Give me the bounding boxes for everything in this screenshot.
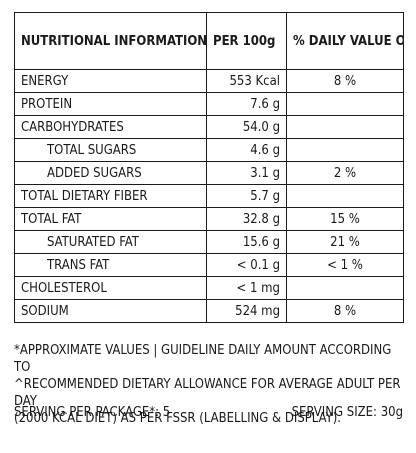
nutrient-daily-value bbox=[286, 184, 404, 208]
nutrient-name: TRANS FAT bbox=[14, 253, 207, 277]
table-row: CHOLESTEROL < 1 mg bbox=[14, 276, 404, 300]
nutrient-per-100g: 54.0 g bbox=[206, 115, 287, 139]
nutrient-daily-value: 8 % bbox=[286, 299, 404, 323]
serving-size: SERVING SIZE: 30g bbox=[291, 405, 403, 420]
footnote-rda: ^RECOMMENDED DIETARY ALLOWANCE FOR AVERA… bbox=[14, 377, 401, 409]
nutrient-daily-value: < 1 % bbox=[286, 253, 404, 277]
nutrient-daily-value bbox=[286, 276, 404, 300]
serving-info: SERVING PER PACKAGE*: 5 SERVING SIZE: 30… bbox=[14, 404, 403, 421]
nutrient-per-100g: 3.1 g bbox=[206, 161, 287, 185]
serving-per-package: SERVING PER PACKAGE*: 5 bbox=[14, 405, 171, 420]
nutrient-per-100g: 4.6 g bbox=[206, 138, 287, 162]
nutrient-per-100g: < 1 mg bbox=[206, 276, 287, 300]
nutrient-name: PROTEIN bbox=[14, 92, 207, 116]
nutrient-per-100g: < 0.1 g bbox=[206, 253, 287, 277]
nutrient-name: SATURATED FAT bbox=[14, 230, 207, 254]
header-nutritional-information: NUTRITIONAL INFORMATION* bbox=[14, 12, 207, 70]
footnote-fssr: (2000 KCAL DIET) AS PER FSSR (LABELLING … bbox=[14, 411, 342, 426]
nutrient-daily-value bbox=[286, 115, 404, 139]
table-header-row: NUTRITIONAL INFORMATION* PER 100g % DAIL… bbox=[14, 12, 404, 70]
table-row: PROTEIN 7.6 g bbox=[14, 92, 404, 116]
table-row: SATURATED FAT 15.6 g 21 % bbox=[14, 230, 404, 254]
nutrient-daily-value: 8 % bbox=[286, 69, 404, 93]
nutrient-name: CHOLESTEROL bbox=[14, 276, 207, 300]
footnotes: *APPROXIMATE VALUES | GUIDELINE DAILY AM… bbox=[14, 342, 403, 427]
header-daily-value: % DAILY VALUE OF RDA^ PER 30g bbox=[286, 12, 404, 70]
table-row: ENERGY 553 Kcal 8 % bbox=[14, 69, 404, 93]
nutrient-name: TOTAL DIETARY FIBER bbox=[14, 184, 207, 208]
nutrient-name: ADDED SUGARS bbox=[14, 161, 207, 185]
nutrition-table: NUTRITIONAL INFORMATION* PER 100g % DAIL… bbox=[14, 12, 404, 323]
table-row: TOTAL FAT 32.8 g 15 % bbox=[14, 207, 404, 231]
header-per-100g: PER 100g bbox=[206, 12, 287, 70]
nutrient-name: TOTAL SUGARS bbox=[14, 138, 207, 162]
nutrient-daily-value bbox=[286, 92, 404, 116]
nutrient-per-100g: 7.6 g bbox=[206, 92, 287, 116]
nutrient-per-100g: 5.7 g bbox=[206, 184, 287, 208]
nutrient-daily-value: 15 % bbox=[286, 207, 404, 231]
nutrient-name: CARBOHYDRATES bbox=[14, 115, 207, 139]
nutrient-name: TOTAL FAT bbox=[14, 207, 207, 231]
nutrient-name: ENERGY bbox=[14, 69, 207, 93]
nutrient-per-100g: 553 Kcal bbox=[206, 69, 287, 93]
nutrient-per-100g: 15.6 g bbox=[206, 230, 287, 254]
table-row: TOTAL SUGARS 4.6 g bbox=[14, 138, 404, 162]
table-row: ADDED SUGARS 3.1 g 2 % bbox=[14, 161, 404, 185]
table-row: SODIUM 524 mg 8 % bbox=[14, 299, 404, 323]
table-row: CARBOHYDRATES 54.0 g bbox=[14, 115, 404, 139]
footnote-approximate-values: *APPROXIMATE VALUES | GUIDELINE DAILY AM… bbox=[14, 343, 392, 375]
nutrient-daily-value: 2 % bbox=[286, 161, 404, 185]
nutrient-name: SODIUM bbox=[14, 299, 207, 323]
table-row: TRANS FAT < 0.1 g < 1 % bbox=[14, 253, 404, 277]
nutrient-daily-value: 21 % bbox=[286, 230, 404, 254]
nutrient-daily-value bbox=[286, 138, 404, 162]
nutrient-per-100g: 524 mg bbox=[206, 299, 287, 323]
nutrient-per-100g: 32.8 g bbox=[206, 207, 287, 231]
table-row: TOTAL DIETARY FIBER 5.7 g bbox=[14, 184, 404, 208]
